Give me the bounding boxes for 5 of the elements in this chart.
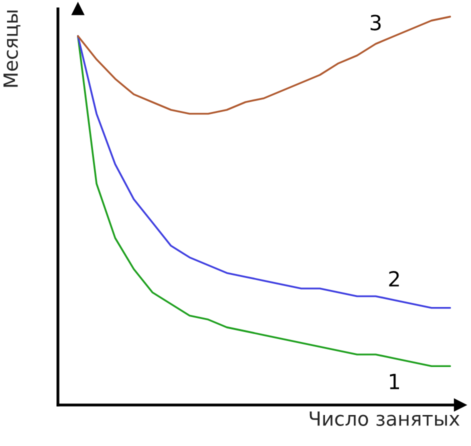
series-label: 2 xyxy=(389,270,399,286)
x-axis-title: Число занятых xyxy=(310,412,460,426)
series-label: 3 xyxy=(370,14,381,30)
series-label: 1 xyxy=(390,374,399,390)
y-axis-title: Месяцы xyxy=(4,10,20,87)
